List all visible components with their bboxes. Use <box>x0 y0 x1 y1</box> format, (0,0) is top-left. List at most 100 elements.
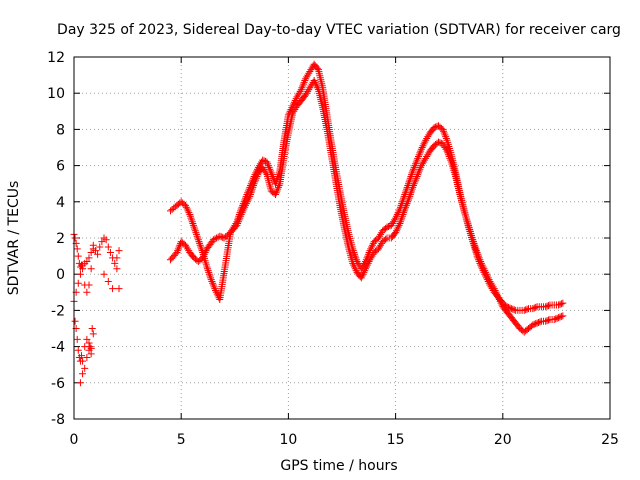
y-tick-label: 0 <box>56 267 65 283</box>
data-point <box>254 165 262 173</box>
data-point <box>73 335 81 343</box>
data-point <box>209 236 217 244</box>
data-point <box>289 102 297 110</box>
data-point <box>294 91 302 99</box>
data-point <box>412 160 420 168</box>
data-point <box>488 285 496 293</box>
data-point <box>253 167 261 175</box>
data-point <box>191 225 199 233</box>
data-point <box>397 218 405 226</box>
data-point <box>285 109 293 117</box>
data-point <box>247 180 255 188</box>
data-point <box>191 227 199 235</box>
data-point <box>304 87 312 95</box>
data-point <box>100 270 108 278</box>
data-point <box>71 317 79 325</box>
data-point <box>286 107 294 115</box>
y-tick-label: 4 <box>56 195 65 211</box>
data-point <box>174 245 182 253</box>
data-point <box>357 265 365 273</box>
data-point <box>503 303 511 311</box>
data-point <box>392 212 400 220</box>
data-point <box>306 67 314 75</box>
data-point <box>232 220 240 228</box>
data-point <box>367 245 375 253</box>
data-point <box>412 176 420 184</box>
data-point <box>555 314 563 322</box>
data-point <box>89 330 97 338</box>
data-point <box>219 233 227 241</box>
data-point <box>400 192 408 200</box>
data-point <box>96 243 104 251</box>
data-point <box>545 316 553 324</box>
data-point <box>482 272 490 280</box>
data-point <box>284 111 292 119</box>
y-tick-label: -6 <box>51 376 65 392</box>
data-point <box>530 320 538 328</box>
data-point <box>407 172 415 180</box>
data-point <box>236 209 244 217</box>
data-point <box>436 139 444 147</box>
y-tick-label: -8 <box>51 412 65 428</box>
data-point <box>184 207 192 215</box>
data-point <box>483 276 491 284</box>
x-tick-label: 20 <box>494 432 512 448</box>
data-point <box>423 134 431 142</box>
data-point <box>364 252 372 260</box>
y-tick-label: 10 <box>47 86 65 102</box>
data-point <box>349 245 357 253</box>
x-tick-label: 25 <box>601 432 619 448</box>
data-point <box>203 263 211 271</box>
data-point <box>415 151 423 159</box>
data-point <box>274 185 282 193</box>
data-point <box>81 343 89 351</box>
data-point <box>352 254 360 262</box>
data-point <box>377 230 385 238</box>
data-point <box>362 256 370 264</box>
data-point <box>211 285 219 293</box>
data-point <box>242 192 250 200</box>
axis-ticks: 0 5 10 15 20 25 -8 -6 -4 -2 0 2 4 6 8 10 12 <box>47 50 619 448</box>
data-point <box>477 261 485 269</box>
data-point <box>417 147 425 155</box>
data-point <box>241 196 249 204</box>
data-point <box>383 223 391 231</box>
data-point <box>242 194 250 202</box>
data-point <box>522 306 530 314</box>
data-point <box>79 370 87 378</box>
data-point <box>439 140 447 148</box>
data-point <box>268 171 276 179</box>
data-point <box>85 281 93 289</box>
data-point <box>408 169 416 177</box>
data-point <box>109 285 117 293</box>
data-point <box>204 267 212 275</box>
data-point <box>387 221 395 229</box>
data-point <box>188 216 196 224</box>
data-point <box>487 283 495 291</box>
data-point <box>543 302 551 310</box>
data-point <box>183 205 191 213</box>
data-point <box>402 187 410 195</box>
data-point <box>413 156 421 164</box>
data-point <box>556 300 564 308</box>
data-point <box>196 239 204 247</box>
data-point <box>115 247 123 255</box>
data-point <box>388 220 396 228</box>
data-point <box>209 281 217 289</box>
data-point <box>510 306 518 314</box>
data-point <box>229 225 237 233</box>
data-point <box>416 149 424 157</box>
data-point <box>260 165 268 173</box>
data-point <box>559 299 567 307</box>
data-point <box>299 80 307 88</box>
data-point <box>238 203 246 211</box>
data-point <box>382 224 390 232</box>
data-point <box>478 265 486 273</box>
data-point <box>244 189 252 197</box>
x-axis-label: GPS time / hours <box>280 458 397 474</box>
data-point <box>529 321 537 329</box>
data-point <box>245 185 253 193</box>
data-point <box>542 317 550 325</box>
data-point <box>113 254 121 262</box>
data-point <box>556 313 564 321</box>
